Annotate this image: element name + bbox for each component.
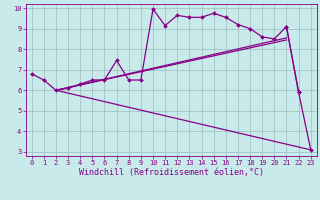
X-axis label: Windchill (Refroidissement éolien,°C): Windchill (Refroidissement éolien,°C) [79, 168, 264, 177]
